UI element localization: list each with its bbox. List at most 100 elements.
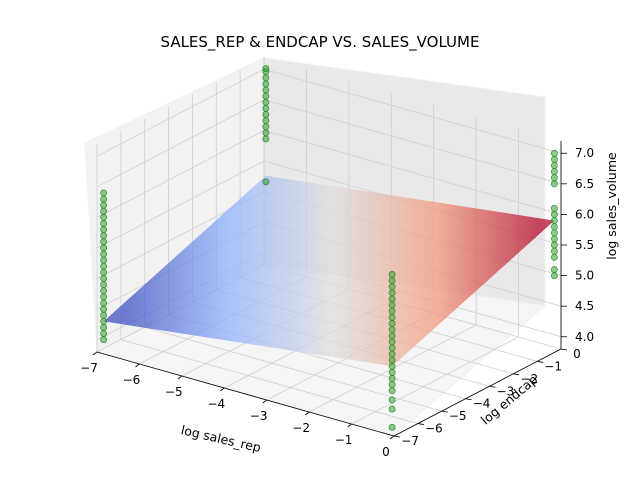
- y-tick: [489, 385, 496, 388]
- scatter-point: [100, 330, 108, 338]
- scatter-point: [100, 195, 108, 203]
- scatter-point: [550, 149, 558, 157]
- y-tick-label: −3: [497, 384, 515, 398]
- scatter-point: [550, 247, 558, 255]
- grid-line-z-side: [96, 130, 265, 218]
- scatter-point: [100, 311, 108, 319]
- y-axis-line: [393, 348, 562, 437]
- scatter-point: [262, 123, 270, 131]
- x-tick: [262, 399, 267, 404]
- grid-line-z-side: [96, 99, 265, 188]
- z-tick-label: 4.5: [575, 299, 594, 313]
- scatter-point: [100, 256, 108, 264]
- scatter-point: [100, 262, 108, 270]
- z-tick-label: 6.5: [575, 177, 594, 191]
- x-tick: [304, 411, 310, 416]
- x-tick-label: −2: [292, 421, 310, 435]
- scatter-point: [388, 332, 396, 340]
- scatter-point: [550, 174, 558, 182]
- x-tick-label: −1: [335, 433, 353, 447]
- scatter-point: [388, 295, 396, 303]
- x-tick-label: −5: [165, 385, 183, 399]
- scatter-point: [550, 204, 558, 212]
- y-tick-label: −2: [520, 372, 538, 386]
- scatter-point: [550, 223, 558, 231]
- fitted-plane: [103, 175, 555, 367]
- scatter-point: [388, 356, 396, 364]
- grid-line-z-side: [96, 68, 265, 157]
- y-tick-label: −7: [401, 434, 419, 448]
- y-tick: [513, 373, 520, 376]
- scatter-point: [550, 217, 558, 225]
- x-tick-label: 0: [382, 445, 390, 459]
- scatter-point: [388, 338, 396, 346]
- y-tick: [441, 410, 448, 413]
- x-tick-label: −4: [207, 397, 225, 411]
- x-axis-label: log sales_rep: [180, 422, 263, 455]
- scatter-point: [100, 317, 108, 325]
- scatter-point: [100, 213, 108, 221]
- z-axis-label: log sales_volume: [604, 152, 619, 260]
- scatter-point: [262, 65, 270, 73]
- scatter-point: [388, 405, 396, 413]
- x-tick: [347, 423, 352, 428]
- grid-line-z-back: [263, 130, 562, 215]
- y-tick: [537, 361, 544, 363]
- y-tick-label: −6: [425, 422, 443, 436]
- z-tick-label: 4.0: [575, 330, 594, 344]
- scatter-point: [388, 350, 396, 358]
- scatter-point: [100, 244, 108, 252]
- scatter-point: [550, 235, 558, 243]
- grid-line-z-back: [263, 68, 562, 154]
- scatter-point: [100, 281, 108, 289]
- scatter-point: [100, 268, 108, 276]
- scatter-point: [550, 241, 558, 249]
- scatter-point: [262, 111, 270, 118]
- scatter-point: [100, 220, 108, 227]
- y-tick-label: −1: [544, 359, 562, 373]
- scatter-point: [100, 299, 108, 307]
- scatter-point: [388, 289, 396, 297]
- x-tick: [389, 435, 395, 440]
- axes: [92, 141, 568, 440]
- scatter-point: [550, 253, 558, 261]
- grid-line-z-side: [96, 160, 265, 249]
- grid-line-x-floor: [351, 336, 519, 425]
- x-tick: [177, 375, 183, 380]
- scatter-point: [388, 368, 396, 376]
- scatter-point: [100, 238, 108, 246]
- scatter-point: [550, 266, 558, 273]
- scatter-point: [262, 104, 270, 112]
- scatter-point: [100, 207, 108, 215]
- scatter-point: [388, 313, 396, 321]
- scatter-point: [388, 344, 396, 352]
- scatter-point: [262, 178, 270, 186]
- x-tick-label: −7: [80, 361, 98, 375]
- z-tick-label: 5.5: [575, 238, 594, 252]
- tick-labels: −7 −6 −5 −4 −3 −2 −1 0 −7 −6 −5 −4 −3 −2 −1 0 4.0 4.5 5.0 5…: [80, 146, 594, 459]
- scatter-point: [262, 117, 270, 125]
- scatter-point: [100, 226, 108, 234]
- scatter-point: [262, 92, 270, 100]
- x-tick-label: −6: [123, 373, 141, 387]
- scatter-point: [550, 180, 558, 188]
- x-axis-line: [96, 351, 395, 437]
- scatter-point: [100, 287, 108, 295]
- y-tick-label: −4: [473, 397, 491, 411]
- scatter-point: [100, 189, 108, 197]
- scatter-point: [388, 387, 396, 395]
- z-tick-label: 5.0: [575, 269, 594, 283]
- scatter-point: [100, 293, 108, 301]
- z-tick-label: 7.0: [575, 146, 594, 160]
- scatter-point: [550, 168, 558, 176]
- scatter-point: [100, 232, 108, 240]
- scatter-point: [388, 396, 396, 404]
- y-tick: [560, 348, 568, 351]
- y-tick-label: −5: [449, 409, 467, 423]
- x-tick: [92, 351, 98, 356]
- scatter-point: [550, 162, 558, 169]
- scatter-point: [100, 305, 108, 313]
- scatter-point: [388, 319, 396, 327]
- grid-line-z-back: [263, 99, 562, 185]
